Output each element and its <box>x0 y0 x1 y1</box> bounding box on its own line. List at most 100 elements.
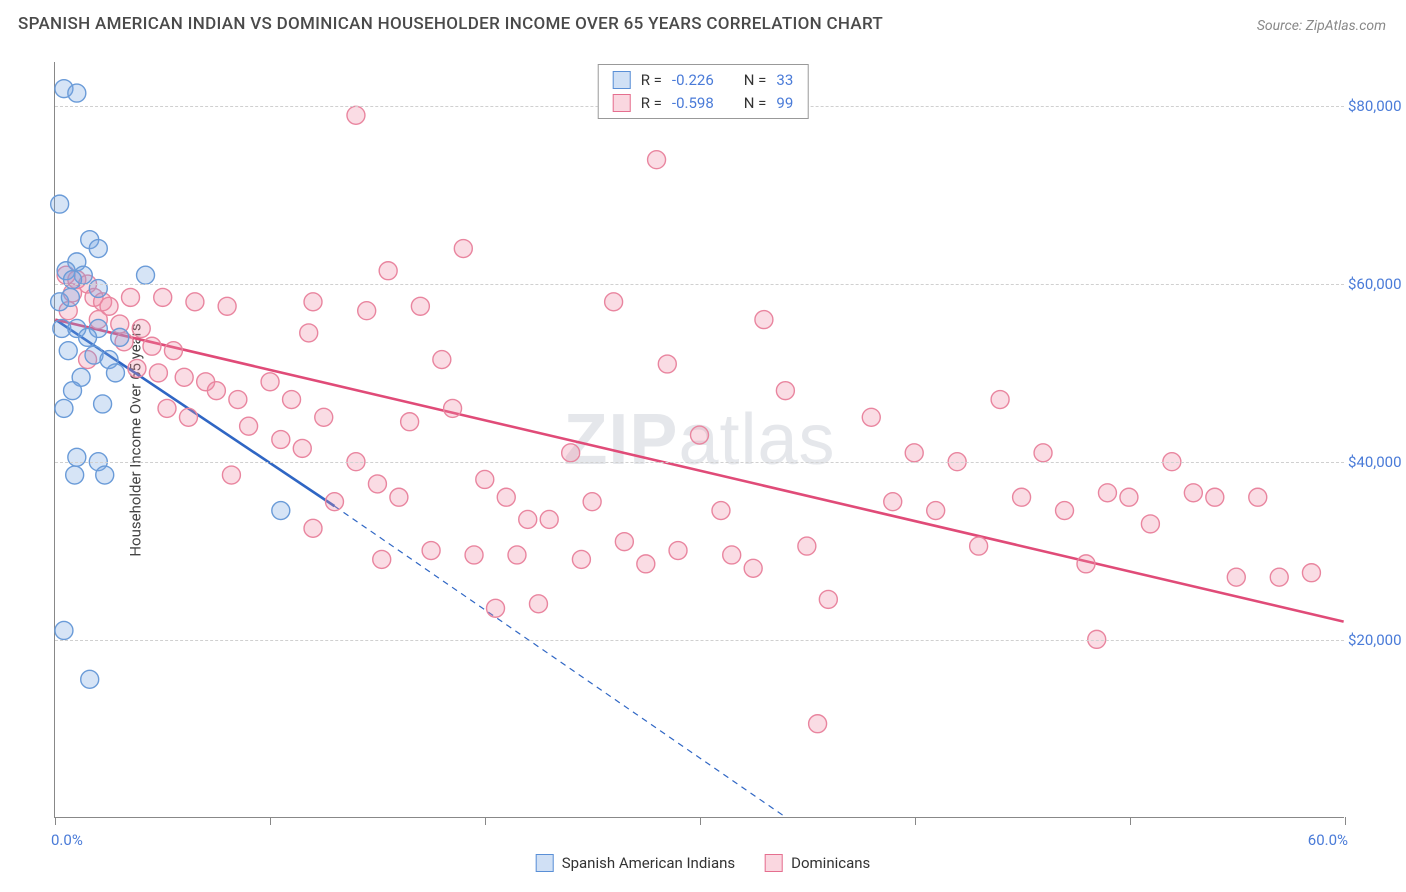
data-point <box>304 519 322 537</box>
x-axis-min-label: 0.0% <box>51 831 83 849</box>
gridline <box>55 462 1344 463</box>
data-point <box>1227 568 1245 586</box>
data-point <box>497 488 515 506</box>
data-point <box>809 715 827 733</box>
data-point <box>218 297 236 315</box>
plot-area: Householder Income Over 65 years ZIPatla… <box>54 62 1344 818</box>
data-point <box>143 337 161 355</box>
data-point <box>111 328 129 346</box>
data-point <box>368 475 386 493</box>
data-point <box>755 311 773 329</box>
data-point <box>465 546 483 564</box>
legend-label: Spanish American Indians <box>562 854 735 872</box>
series-legend: Spanish American Indians Dominicans <box>536 854 871 872</box>
data-point <box>648 151 666 169</box>
data-point <box>128 359 146 377</box>
data-point <box>186 293 204 311</box>
data-point <box>454 240 472 258</box>
data-point <box>55 399 73 417</box>
data-point <box>240 417 258 435</box>
data-point <box>723 546 741 564</box>
data-point <box>272 431 290 449</box>
source-label: Source: ZipAtlas.com <box>1257 18 1386 34</box>
data-point <box>68 84 86 102</box>
legend-swatch-pink <box>613 94 631 112</box>
data-point <box>64 271 82 289</box>
data-point <box>222 466 240 484</box>
data-point <box>572 550 590 568</box>
data-point <box>207 382 225 400</box>
data-point <box>154 288 172 306</box>
data-point <box>658 355 676 373</box>
trend-line-extrapolated <box>334 506 785 817</box>
data-point <box>390 488 408 506</box>
data-point <box>905 444 923 462</box>
data-point <box>1206 488 1224 506</box>
legend-row: R = -0.226 N = 33 <box>613 69 794 92</box>
data-point <box>1034 444 1052 462</box>
data-point <box>884 493 902 511</box>
data-point <box>605 293 623 311</box>
data-point <box>96 466 114 484</box>
data-point <box>476 470 494 488</box>
data-point <box>519 510 537 528</box>
legend-swatch-blue <box>613 71 631 89</box>
data-point <box>164 342 182 360</box>
legend-label: Dominicans <box>791 854 870 872</box>
x-tick <box>700 817 701 825</box>
data-point <box>106 364 124 382</box>
data-point <box>637 555 655 573</box>
data-point <box>68 448 86 466</box>
legend-swatch-blue <box>536 854 554 872</box>
data-point <box>158 399 176 417</box>
data-point <box>862 408 880 426</box>
data-point <box>411 297 429 315</box>
data-point <box>487 599 505 617</box>
data-point <box>529 595 547 613</box>
data-point <box>272 502 290 520</box>
data-point <box>1249 488 1267 506</box>
x-tick <box>1130 817 1131 825</box>
data-point <box>55 621 73 639</box>
data-point <box>422 542 440 560</box>
data-point <box>1184 484 1202 502</box>
data-point <box>81 670 99 688</box>
data-point <box>1056 502 1074 520</box>
data-point <box>122 288 140 306</box>
x-tick <box>915 817 916 825</box>
data-point <box>373 550 391 568</box>
y-tick-label: $60,000 <box>1348 275 1404 293</box>
data-point <box>508 546 526 564</box>
data-point <box>819 590 837 608</box>
data-point <box>132 319 150 337</box>
data-point <box>283 391 301 409</box>
data-point <box>347 106 365 124</box>
y-tick-label: $40,000 <box>1348 453 1404 471</box>
data-point <box>59 342 77 360</box>
x-tick <box>270 817 271 825</box>
data-point <box>798 537 816 555</box>
data-point <box>175 368 193 386</box>
chart-title: SPANISH AMERICAN INDIAN VS DOMINICAN HOU… <box>18 14 883 34</box>
data-point <box>300 324 318 342</box>
data-point <box>615 533 633 551</box>
y-tick-label: $80,000 <box>1348 97 1404 115</box>
data-point <box>691 426 709 444</box>
data-point <box>325 493 343 511</box>
data-point <box>1077 555 1095 573</box>
data-point <box>89 240 107 258</box>
data-point <box>315 408 333 426</box>
data-point <box>562 444 580 462</box>
data-point <box>712 502 730 520</box>
data-point <box>89 280 107 298</box>
scatter-svg <box>55 62 1344 817</box>
data-point <box>51 195 69 213</box>
data-point <box>1098 484 1116 502</box>
data-point <box>444 399 462 417</box>
x-tick <box>55 817 56 825</box>
data-point <box>137 266 155 284</box>
data-point <box>94 395 112 413</box>
correlation-legend: R = -0.226 N = 33 R = -0.598 N = 99 <box>598 64 809 119</box>
data-point <box>379 262 397 280</box>
data-point <box>1141 515 1159 533</box>
